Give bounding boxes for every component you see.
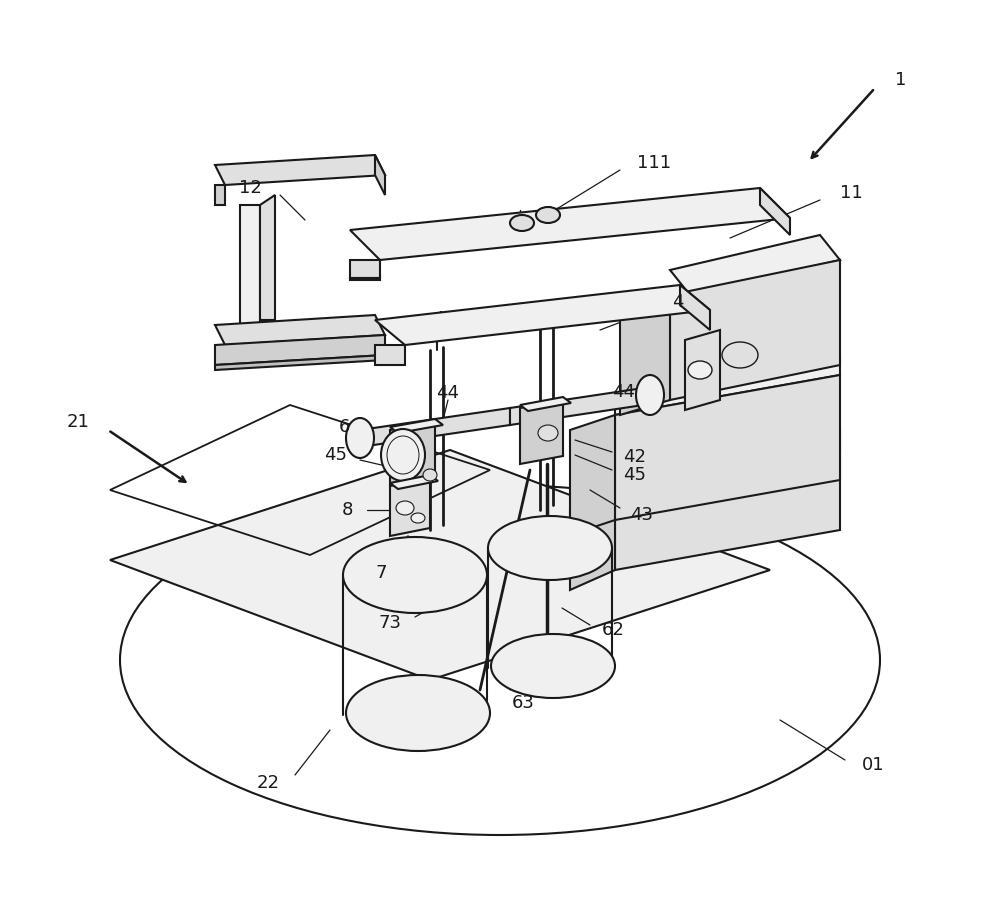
Text: 21: 21 [67, 413, 90, 431]
Polygon shape [215, 155, 385, 185]
Polygon shape [215, 335, 385, 365]
Polygon shape [240, 205, 260, 330]
Polygon shape [520, 397, 571, 411]
Text: 43: 43 [630, 506, 653, 524]
Text: 45: 45 [623, 466, 646, 484]
Polygon shape [110, 450, 770, 680]
Polygon shape [520, 400, 563, 464]
Polygon shape [350, 278, 380, 280]
Text: 7: 7 [376, 564, 387, 582]
Ellipse shape [722, 342, 758, 368]
Polygon shape [390, 475, 438, 489]
Polygon shape [350, 188, 790, 260]
Ellipse shape [491, 634, 615, 698]
Text: 111: 111 [637, 154, 671, 172]
Polygon shape [620, 295, 670, 415]
Polygon shape [350, 260, 380, 278]
Text: 44: 44 [436, 384, 460, 402]
Text: 73: 73 [379, 614, 402, 632]
Ellipse shape [423, 469, 437, 481]
Ellipse shape [346, 675, 490, 751]
Text: 44: 44 [612, 383, 635, 401]
Ellipse shape [396, 501, 414, 515]
Ellipse shape [488, 516, 612, 580]
Polygon shape [390, 478, 430, 536]
Text: 45: 45 [324, 446, 347, 464]
Text: 1: 1 [895, 71, 906, 89]
Ellipse shape [510, 215, 534, 231]
Polygon shape [215, 185, 225, 205]
Text: 42: 42 [623, 448, 646, 466]
Polygon shape [670, 260, 840, 400]
Polygon shape [360, 408, 510, 447]
Polygon shape [615, 430, 840, 490]
Text: 12: 12 [239, 179, 262, 197]
Ellipse shape [636, 375, 664, 415]
Polygon shape [670, 235, 840, 295]
Ellipse shape [343, 537, 487, 613]
Text: 11: 11 [840, 184, 863, 202]
Ellipse shape [411, 513, 425, 523]
Polygon shape [615, 375, 840, 520]
Text: 22: 22 [257, 774, 280, 792]
Ellipse shape [538, 425, 558, 441]
Polygon shape [375, 345, 405, 365]
Ellipse shape [536, 207, 560, 223]
Polygon shape [215, 355, 385, 370]
Polygon shape [390, 422, 435, 486]
Polygon shape [680, 285, 710, 330]
Text: 62: 62 [602, 621, 625, 639]
Polygon shape [215, 315, 385, 345]
Polygon shape [760, 188, 790, 235]
Polygon shape [615, 355, 840, 415]
Text: 6: 6 [339, 418, 350, 436]
Text: 63: 63 [512, 694, 535, 712]
Ellipse shape [688, 361, 712, 379]
Polygon shape [570, 415, 615, 535]
Polygon shape [615, 450, 840, 570]
Polygon shape [375, 285, 710, 345]
Polygon shape [375, 155, 385, 195]
Ellipse shape [346, 418, 374, 458]
Polygon shape [390, 419, 443, 433]
Text: 8: 8 [342, 501, 353, 519]
Polygon shape [260, 195, 275, 320]
Polygon shape [570, 490, 615, 590]
Text: 01: 01 [862, 756, 885, 774]
Ellipse shape [381, 429, 425, 481]
Polygon shape [510, 387, 650, 425]
Polygon shape [685, 330, 720, 410]
Text: 4: 4 [672, 293, 684, 311]
